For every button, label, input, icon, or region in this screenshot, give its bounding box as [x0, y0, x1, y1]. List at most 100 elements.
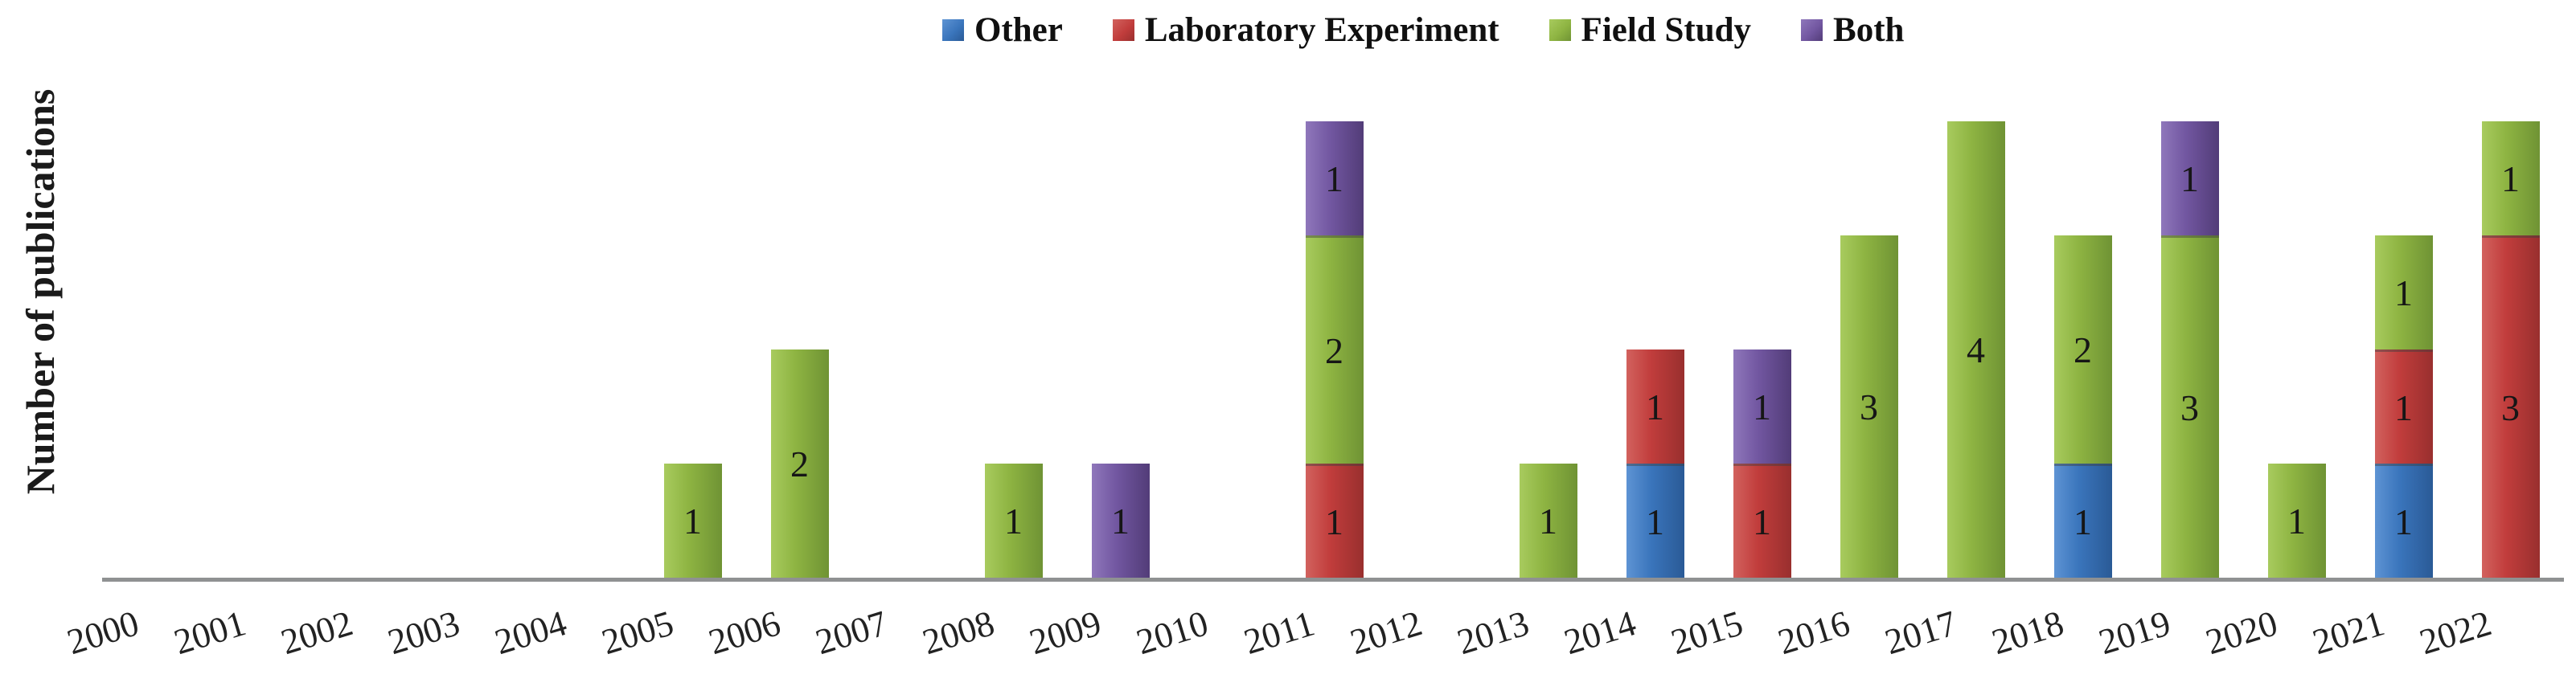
- bar-segment: 1: [1733, 464, 1791, 578]
- bar-segment: 1: [2267, 464, 2326, 578]
- bar-segment: 2: [1305, 235, 1364, 464]
- segment-value-label: 2: [2074, 329, 2092, 370]
- bar-slot-2002: [318, 121, 425, 578]
- segment-value-label: 1: [1325, 157, 1343, 199]
- segment-value-label: 1: [2287, 500, 2306, 542]
- bar-slot-2004: [532, 121, 639, 578]
- x-tick-label-2002: 2002: [276, 603, 358, 663]
- bar-segment: 1: [2160, 121, 2219, 235]
- bar-segment: 3: [2481, 235, 2540, 578]
- legend-swatch-icon: [1801, 19, 1823, 41]
- legend-swatch-icon: [942, 19, 964, 41]
- x-tick-label-2000: 2000: [62, 603, 144, 663]
- legend-swatch-icon: [1548, 19, 1571, 41]
- bar-segment: 1: [2053, 464, 2112, 578]
- segment-value-label: 1: [1004, 500, 1023, 542]
- y-axis-title: Number of publications: [18, 88, 63, 495]
- bar-segment: 2: [2053, 235, 2112, 464]
- x-tick-label-2019: 2019: [2094, 603, 2176, 663]
- segment-value-label: 2: [1325, 330, 1343, 371]
- bar-segment: 1: [1305, 121, 1364, 235]
- segment-value-label: 1: [1753, 386, 1771, 427]
- legend-item-2: Field Study: [1548, 11, 1752, 49]
- bar-slot-2006: 2: [746, 121, 853, 578]
- bar-slot-2007: [853, 121, 960, 578]
- bar-segment: 1: [1733, 350, 1791, 464]
- x-tick-label-2003: 2003: [383, 603, 465, 663]
- bar-slot-2011: 1 2 1: [1281, 121, 1388, 578]
- legend: Other Laboratory Experiment Field Study Bot…: [942, 13, 1904, 47]
- x-tick-label-2018: 2018: [1987, 603, 2069, 663]
- bar-slot-2010: [1174, 121, 1281, 578]
- segment-value-label: 1: [1111, 500, 1130, 542]
- x-tick-label-2008: 2008: [917, 603, 999, 663]
- segment-value-label: 1: [2074, 501, 2092, 542]
- bar-segment: 1: [1626, 350, 1684, 464]
- bar-slot-2021: 1 1 1: [2350, 121, 2457, 578]
- bar-slot-2017: 4: [1922, 121, 2029, 578]
- segment-value-label: 4: [1967, 329, 1985, 370]
- segment-value-label: 3: [2501, 387, 2520, 428]
- bar-slot-2009: 1: [1067, 121, 1174, 578]
- x-tick-label-2005: 2005: [597, 603, 679, 663]
- segment-value-label: 1: [2394, 501, 2413, 542]
- x-tick-label-2015: 2015: [1666, 603, 1748, 663]
- bar-slot-2005: 1: [639, 121, 746, 578]
- x-tick-label-2004: 2004: [490, 603, 572, 663]
- x-tick-label-2012: 2012: [1345, 603, 1427, 663]
- bar-slot-2008: 1: [960, 121, 1067, 578]
- x-tick-label-2010: 2010: [1131, 603, 1213, 663]
- segment-value-label: 1: [1753, 501, 1771, 542]
- bar-segment: 1: [1626, 464, 1684, 578]
- x-tick-label-2001: 2001: [169, 603, 251, 663]
- bar-segment: 3: [1840, 235, 1898, 578]
- segment-value-label: 1: [2394, 387, 2413, 428]
- segment-value-label: 1: [2501, 157, 2520, 199]
- segment-value-label: 1: [2394, 272, 2413, 313]
- bar-segment: 3: [2160, 235, 2219, 578]
- x-tick-label-2013: 2013: [1452, 603, 1534, 663]
- bar-segment: 1: [1519, 464, 1577, 578]
- legend-swatch-icon: [1112, 19, 1134, 41]
- segment-value-label: 3: [1860, 386, 1878, 427]
- x-tick-label-2022: 2022: [2414, 603, 2496, 663]
- x-tick-label-2016: 2016: [1773, 603, 1855, 663]
- x-tick-label-2009: 2009: [1024, 603, 1106, 663]
- legend-label: Field Study: [1581, 11, 1752, 49]
- bar-slot-2001: [211, 121, 318, 578]
- x-tick-label-2011: 2011: [1239, 603, 1319, 663]
- x-tick-label-2007: 2007: [810, 603, 892, 663]
- bar-segment: 2: [770, 350, 829, 578]
- bar-slot-2012: [1388, 121, 1495, 578]
- legend-item-3: Both: [1801, 13, 1904, 47]
- legend-item-1: Laboratory Experiment: [1112, 11, 1499, 49]
- segment-value-label: 2: [790, 443, 809, 484]
- segment-value-label: 1: [683, 500, 702, 542]
- legend-item-0: Other: [942, 13, 1063, 47]
- bar-segment: 1: [2374, 235, 2433, 350]
- bar-segment: 1: [2374, 464, 2433, 578]
- legend-label: Other: [974, 11, 1063, 49]
- x-axis-tick-labels: 2000 2001 2002 2003 2004 2005 2006 2007 2008 2009…: [63, 596, 2564, 685]
- bar-slot-2003: [425, 121, 532, 578]
- segment-value-label: 1: [1325, 501, 1343, 542]
- legend-label: Laboratory Experiment: [1144, 11, 1499, 49]
- legend-label: Both: [1833, 11, 1905, 49]
- bar-slot-2013: 1: [1495, 121, 1602, 578]
- x-axis-line: [102, 578, 2564, 582]
- x-tick-label-2014: 2014: [1559, 603, 1641, 663]
- segment-value-label: 1: [1646, 501, 1664, 542]
- bar-segment: 1: [1091, 464, 1150, 578]
- x-tick-label-2017: 2017: [1880, 603, 1962, 663]
- bar-slot-2020: 1: [2243, 121, 2350, 578]
- x-tick-label-2020: 2020: [2201, 603, 2283, 663]
- bar-segment: 1: [663, 464, 722, 578]
- bar-slot-2000: [105, 121, 211, 578]
- bar-segment: 1: [984, 464, 1043, 578]
